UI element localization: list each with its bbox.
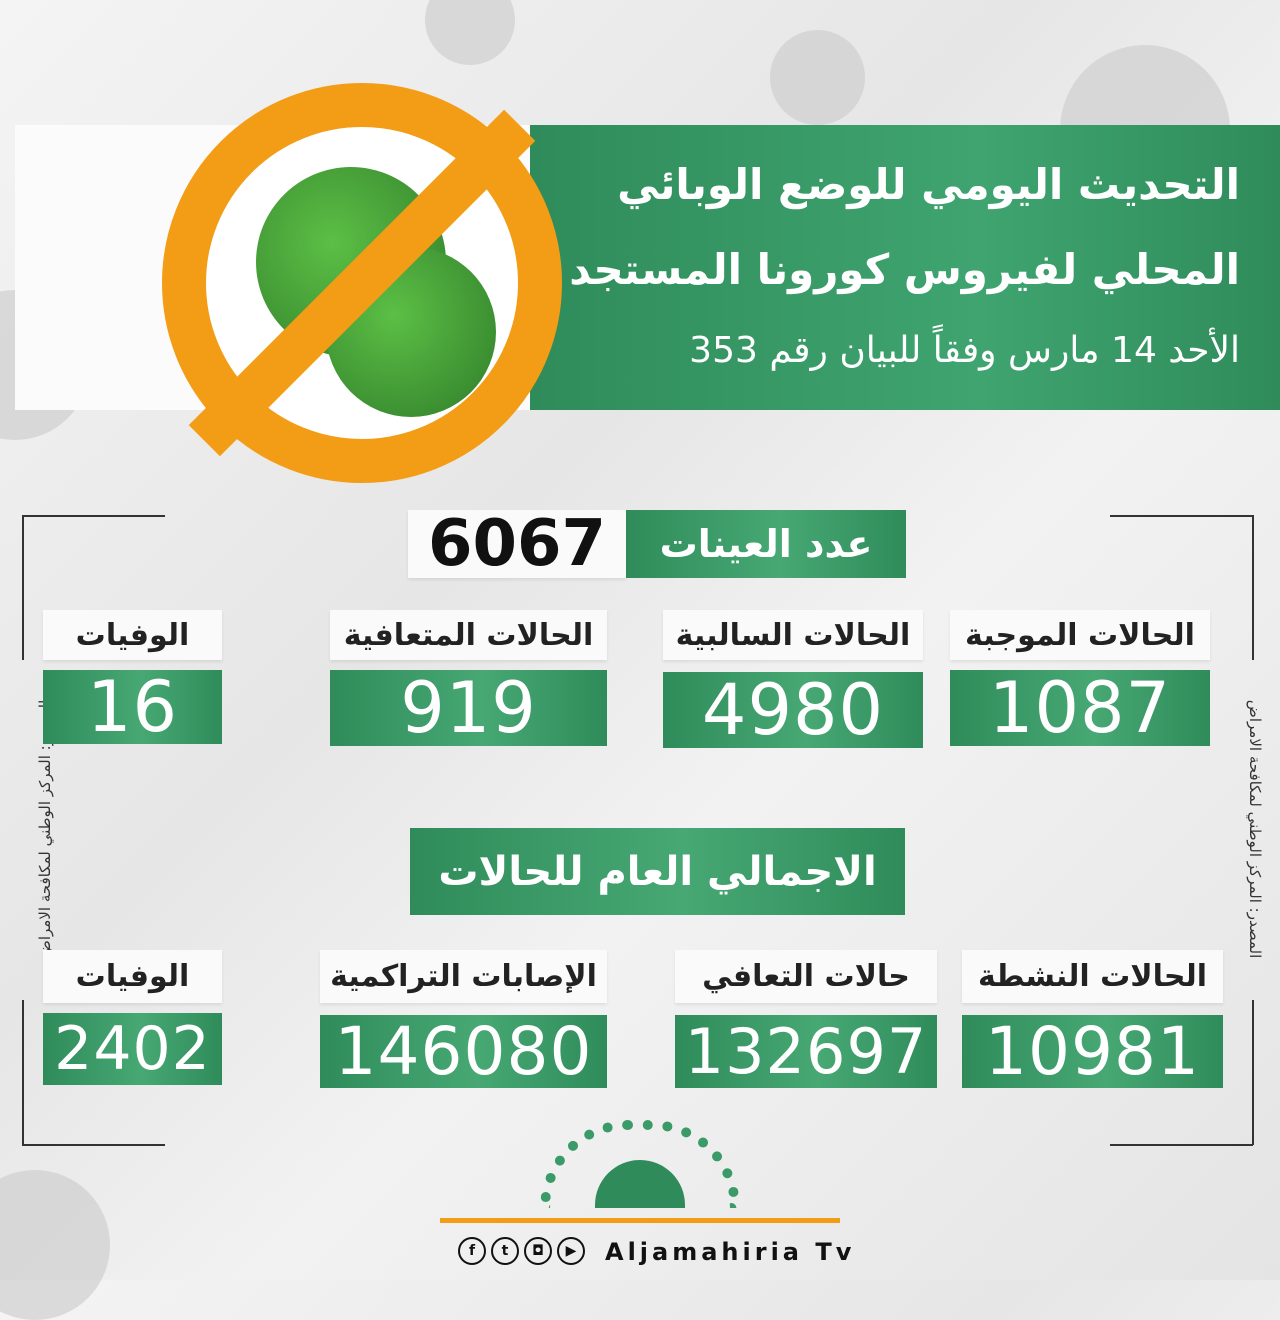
daily-negative-label: الحالات السالبية [663,610,923,660]
bracket-right [1110,1144,1253,1146]
page-title-line2: المحلي لفيروس كورونا المستجد [569,245,1240,294]
samples-value: 6067 [408,507,626,581]
daily-positive-value: 1087 [950,667,1210,749]
virus-decoration-icon [0,1170,110,1320]
social-icons: f t ◘ ▶ [458,1237,585,1265]
daily-recovered-value: 919 [330,667,607,749]
total-deaths-label: الوفيات [43,950,222,1003]
daily-deaths-value: 16 [43,666,222,748]
daily-negative-value: 4980 [663,669,923,751]
samples-label: عدد العينات [626,510,906,578]
bracket-right [1110,515,1253,517]
bracket-left [22,515,165,517]
virus-decoration-icon [770,30,865,125]
total-recovery-value: 132697 [675,1015,937,1088]
total-deaths-value: 2402 [43,1013,222,1085]
twitter-icon[interactable]: t [491,1237,519,1265]
total-cumulative-label: الإصابات التراكمية [320,950,607,1003]
bracket-right [1252,515,1254,660]
instagram-icon[interactable]: ◘ [524,1237,552,1265]
total-active-value: 10981 [962,1013,1223,1090]
daily-positive-label: الحالات الموجبة [950,610,1210,660]
bracket-left [22,515,24,660]
brand-name: Aljamahiria Tv [605,1238,856,1266]
title-banner [530,125,1280,410]
daily-recovered-label: الحالات المتعافية [330,610,607,660]
source-text-right: المصدر: المركز الوطني لمكافحة الامراض [1246,699,1264,959]
bracket-left [22,1000,24,1145]
daily-deaths-label: الوفيات [43,610,222,660]
total-cumulative-value: 146080 [320,1013,607,1090]
page-title-line1: التحديث اليومي للوضع الوبائي [617,160,1240,209]
total-recovery-label: حالات التعافي [675,950,937,1003]
total-active-label: الحالات النشطة [962,950,1223,1003]
youtube-icon[interactable]: ▶ [557,1237,585,1265]
footer-divider [440,1218,840,1223]
totals-heading: الاجمالي العام للحالات [410,828,905,915]
bracket-right [1252,1000,1254,1145]
page-subtitle: الأحد 14 مارس وفقاً للبيان رقم 353 [689,330,1240,371]
virus-decoration-icon [425,0,515,65]
facebook-icon[interactable]: f [458,1237,486,1265]
bracket-left [22,1144,165,1146]
